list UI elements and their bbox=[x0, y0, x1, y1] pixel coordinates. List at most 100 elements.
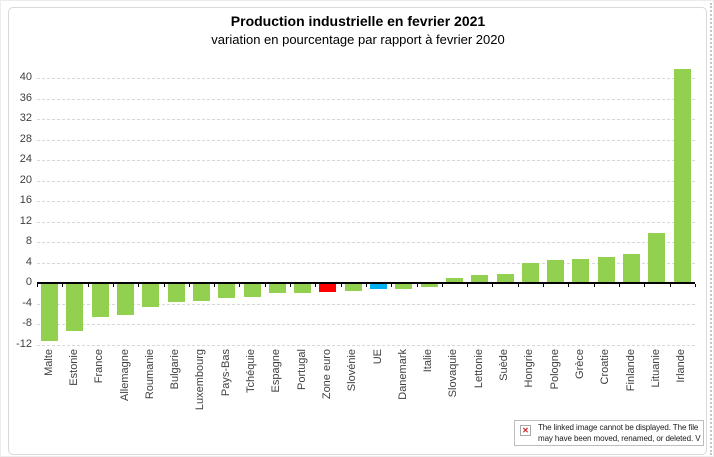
bar-luxembourg bbox=[192, 284, 210, 301]
x-axis-line bbox=[37, 282, 695, 284]
bar-danemark bbox=[395, 284, 413, 289]
x-axis-label-portugal: Portugal bbox=[295, 349, 308, 390]
bar-ue bbox=[370, 284, 388, 290]
x-axis-tick bbox=[618, 284, 620, 287]
bar-su-de bbox=[496, 274, 514, 283]
x-axis-label-zone-euro: Zone euro bbox=[320, 349, 333, 400]
broken-image-icon: ✕ bbox=[520, 425, 531, 436]
x-axis-tick bbox=[214, 284, 216, 287]
x-axis-tick bbox=[37, 284, 38, 287]
gridline bbox=[37, 324, 695, 325]
gridline bbox=[37, 262, 695, 264]
y-axis-tick-label: 4 bbox=[25, 255, 32, 268]
y-axis-tick-label: 20 bbox=[19, 173, 32, 186]
x-axis-tick bbox=[441, 284, 443, 287]
x-axis-tick bbox=[467, 284, 469, 287]
bar-roumanie bbox=[142, 284, 160, 307]
bar-irlande bbox=[673, 68, 691, 283]
gridline bbox=[37, 201, 695, 202]
x-axis-label-malte: Malte bbox=[42, 349, 55, 376]
x-axis-label-allemagne: Allemagne bbox=[118, 349, 131, 401]
bar-estonie bbox=[66, 284, 84, 331]
y-axis-tick-label: -12 bbox=[16, 337, 32, 350]
x-axis-label-finlande: Finlande bbox=[624, 349, 637, 392]
x-axis-tick bbox=[543, 284, 544, 287]
x-axis-tick bbox=[517, 284, 519, 287]
x-axis-tick bbox=[391, 284, 393, 287]
x-axis-label-bulgarie: Bulgarie bbox=[169, 349, 182, 390]
bar-pays-bas bbox=[218, 284, 236, 299]
x-axis-tick bbox=[340, 284, 342, 287]
x-axis-label-italie: Italie bbox=[422, 349, 435, 373]
bar-slovaquie bbox=[445, 277, 463, 283]
chart-subtitle: variation en pourcentage par rapport à f… bbox=[211, 32, 505, 47]
x-axis-label-ue: UE bbox=[371, 349, 384, 365]
bar-portugal bbox=[294, 284, 312, 293]
x-axis-label-lituanie: Lituanie bbox=[649, 349, 662, 388]
gridline bbox=[37, 344, 695, 346]
x-axis-tick bbox=[87, 284, 89, 287]
placeholder-text: The linked image cannot be displayed. Th… bbox=[538, 423, 701, 444]
x-axis-label-pays-bas: Pays-Bas bbox=[219, 349, 232, 397]
bar-croatie bbox=[597, 257, 615, 283]
x-axis-tick bbox=[188, 284, 190, 287]
x-axis-tick bbox=[138, 284, 140, 287]
y-axis-tick-label: 36 bbox=[19, 91, 32, 104]
x-axis-tick bbox=[416, 284, 418, 287]
bar-lettonie bbox=[471, 274, 489, 283]
y-axis-tick-label: -8 bbox=[22, 317, 32, 329]
gridline bbox=[37, 119, 695, 120]
x-axis-label-slov-nie: Slovénie bbox=[346, 349, 359, 392]
x-axis-tick bbox=[492, 284, 494, 287]
gridline bbox=[37, 242, 695, 243]
bar-allemagne bbox=[117, 284, 135, 315]
x-axis-tick bbox=[644, 284, 646, 287]
placeholder-text-line2: may have been moved, renamed, or deleted… bbox=[538, 433, 701, 443]
bar-lituanie bbox=[648, 232, 666, 283]
x-axis-tick bbox=[315, 284, 317, 287]
y-axis-tick-label: 8 bbox=[25, 235, 32, 247]
x-axis-tick bbox=[290, 284, 291, 287]
x-axis-tick bbox=[264, 284, 266, 287]
x-axis-tick bbox=[568, 284, 570, 287]
y-axis-tick-label: 12 bbox=[19, 214, 32, 227]
bar-zone-euro bbox=[319, 284, 337, 293]
x-axis-tick bbox=[593, 284, 595, 287]
x-axis-label-france: France bbox=[93, 349, 106, 384]
x-axis-label-gr-ce: Grèce bbox=[573, 349, 586, 379]
broken-image-placeholder[interactable]: ✕ The linked image cannot be displayed. … bbox=[514, 420, 704, 446]
chart-title: Production industrielle en fevrier 2021 bbox=[230, 13, 486, 29]
x-axis-label-irlande: Irlande bbox=[675, 349, 688, 383]
x-axis-tick bbox=[112, 284, 114, 287]
bar-tch-quie bbox=[243, 284, 261, 298]
x-axis-label-luxembourg: Luxembourg bbox=[194, 349, 207, 411]
bar-slov-nie bbox=[344, 284, 362, 291]
y-axis-tick-label: 0 bbox=[25, 276, 32, 288]
gridline bbox=[37, 78, 695, 79]
x-axis-tick bbox=[163, 284, 165, 287]
x-axis-tick bbox=[365, 284, 367, 287]
x-axis-label-roumanie: Roumanie bbox=[143, 349, 156, 400]
y-axis-tick-label: 28 bbox=[19, 132, 32, 145]
x-axis-label-espagne: Espagne bbox=[270, 349, 283, 393]
bar-espagne bbox=[268, 284, 286, 294]
x-axis-label-lettonie: Lettonie bbox=[472, 349, 485, 389]
chart-object-frame bbox=[8, 7, 707, 455]
bar-france bbox=[91, 284, 109, 318]
x-axis-label-danemark: Danemark bbox=[396, 349, 409, 400]
gridline bbox=[37, 221, 695, 223]
x-axis-tick bbox=[669, 284, 671, 287]
y-axis-tick-label: -4 bbox=[22, 296, 32, 309]
bar-finlande bbox=[623, 253, 641, 283]
gridline bbox=[37, 98, 695, 100]
bar-pologne bbox=[547, 259, 565, 283]
y-axis-tick-label: 16 bbox=[19, 194, 32, 206]
x-axis-label-tch-quie: Tchéquie bbox=[245, 349, 258, 394]
bar-gr-ce bbox=[572, 258, 590, 283]
page-break-dotted-line bbox=[710, 3, 712, 455]
x-axis-label-estonie: Estonie bbox=[67, 349, 80, 386]
x-axis-tick bbox=[62, 284, 64, 287]
x-axis-label-croatie: Croatie bbox=[599, 349, 612, 385]
